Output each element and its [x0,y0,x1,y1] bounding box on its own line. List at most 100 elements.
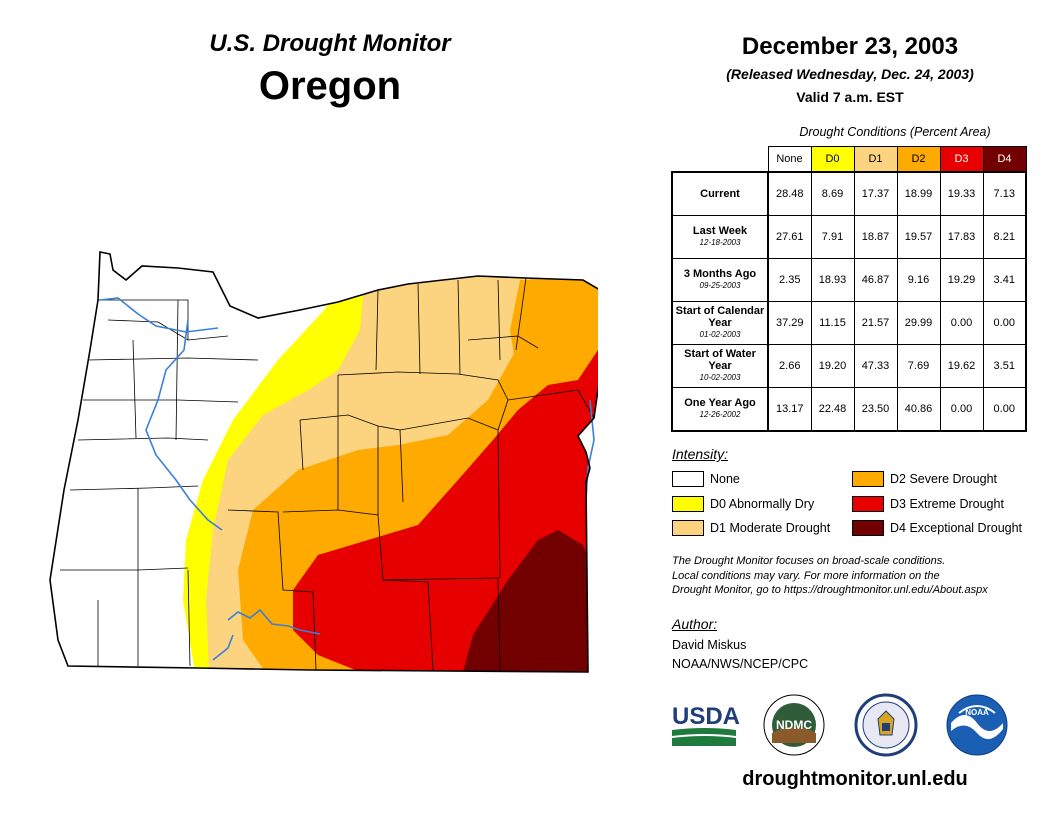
row-label: Start of Calendar Year 01-02-2003 [671,301,769,345]
legend-label: D2 Severe Drought [890,472,998,486]
col-d0: D0 [810,146,855,173]
cell: 23.50 [853,387,898,432]
row-label: Last Week 12-18-2003 [671,215,769,259]
website-url[interactable]: droughtmonitor.unl.edu [742,768,968,790]
cell: 3.51 [982,344,1027,388]
disclaimer-note: The Drought Monitor focuses on broad-sca… [672,554,1042,598]
note-line: Drought Monitor, go to https://droughtmo… [672,584,988,596]
legend-label: D1 Moderate Drought [710,521,831,535]
cell: 7.91 [810,215,855,259]
cell: 0.00 [939,387,984,432]
author-org: NOAA/NWS/NCEP/CPC [672,657,809,671]
legend-title: Intensity: [672,446,729,462]
cell: 13.17 [767,387,812,432]
author-name: David Miskus [672,638,747,652]
row-label: One Year Ago 12-26-2002 [671,387,769,432]
table-row: One Year Ago 12-26-2002 13.17 22.48 23.50… [671,387,1027,432]
author-title: Author: [672,616,718,632]
legend-swatch [672,520,704,536]
commerce-seal-logo [854,693,918,757]
cell: 19.57 [896,215,941,259]
svg-text:USDA: USDA [672,703,740,730]
table-row: 3 Months Ago 09-25-2003 2.35 18.93 46.87 … [671,258,1027,302]
willamette-river [145,319,223,531]
cell: 3.41 [982,258,1027,302]
cell: 22.48 [810,387,855,432]
cell: 29.99 [896,301,941,345]
cell: 8.69 [810,171,855,216]
row-date: 12-18-2003 [699,238,741,247]
cell: 18.87 [853,215,898,259]
row-label: Current [671,171,769,216]
legend-item-d0: D0 Abnormally Dry [672,496,814,512]
cell: 37.29 [767,301,812,345]
map-title: U.S. Drought Monitor [209,30,451,57]
ndmc-logo: NDMC [763,694,825,756]
valid-time: Valid 7 a.m. EST [796,89,904,105]
map-date: December 23, 2003 [741,33,959,60]
cell: 19.29 [939,258,984,302]
legend-swatch [672,496,704,512]
legend-swatch [852,496,884,512]
svg-text:NOAA: NOAA [965,708,989,717]
cell: 27.61 [767,215,812,259]
cell: 47.33 [853,344,898,388]
row-label: Start of Water Year 10-02-2003 [671,344,769,388]
legend-item-d4: D4 Exceptional Drought [852,520,1022,536]
cell: 11.15 [810,301,855,345]
table-caption: Drought Conditions (Percent Area) [799,125,991,139]
legend-item-d3: D3 Extreme Drought [852,496,1004,512]
cell: 21.57 [853,301,898,345]
col-none: None [767,146,812,173]
header-blank [672,146,768,173]
table-header-row: None D0 D1 D2 D3 D4 [672,146,1027,173]
row-date: 12-26-2002 [699,410,741,419]
cell: 19.62 [939,344,984,388]
d2-northeast-region [510,280,598,380]
cell: 8.21 [982,215,1027,259]
deschutes-river [227,608,321,635]
cell: 2.66 [767,344,812,388]
cell: 0.00 [982,301,1027,345]
cell: 9.16 [896,258,941,302]
oregon-drought-map [49,251,598,673]
release-date: (Released Wednesday, Dec. 24, 2003) [726,66,974,82]
col-d3: D3 [939,146,984,173]
svg-text:NDMC: NDMC [776,718,812,732]
note-line: Local conditions may vary. For more info… [672,569,940,582]
table-row: Start of Water Year 10-02-2003 2.66 19.20… [671,344,1027,388]
cell: 40.86 [896,387,941,432]
legend-swatch [672,471,704,487]
cell: 18.99 [896,171,941,216]
row-date: 09-25-2003 [699,281,741,290]
cell: 17.37 [853,171,898,216]
note-line: The Drought Monitor focuses on broad-sca… [672,555,946,567]
row-date: 01-02-2003 [699,330,741,339]
state-name: Oregon [258,64,402,108]
legend-item-none: None [672,471,740,487]
southern-river [212,634,234,661]
table-row: Current 28.48 8.69 17.37 18.99 19.33 7.1… [671,171,1027,216]
row-label: 3 Months Ago 09-25-2003 [671,258,769,302]
cell: 19.20 [810,344,855,388]
col-d4: D4 [982,146,1027,173]
cell: 17.83 [939,215,984,259]
cell: 2.35 [767,258,812,302]
legend-swatch [852,520,884,536]
county-lines [60,277,595,671]
col-d1: D1 [853,146,898,173]
noaa-logo: NOAA [946,694,1008,756]
legend-label: None [710,472,740,486]
legend-label: D3 Extreme Drought [890,497,1004,511]
usda-logo: USDA [672,703,740,746]
legend-label: D4 Exceptional Drought [890,521,1023,535]
drought-conditions-table: None D0 D1 D2 D3 D4 Current 28.48 8.69 1… [671,146,1027,432]
d4-region [458,530,598,672]
table-row: Last Week 12-18-2003 27.61 7.91 18.87 19.… [671,215,1027,259]
col-d2: D2 [896,146,941,173]
row-date: 10-02-2003 [699,373,741,382]
cell: 0.00 [939,301,984,345]
cell: 18.93 [810,258,855,302]
legend-swatch [852,471,884,487]
cell: 28.48 [767,171,812,216]
